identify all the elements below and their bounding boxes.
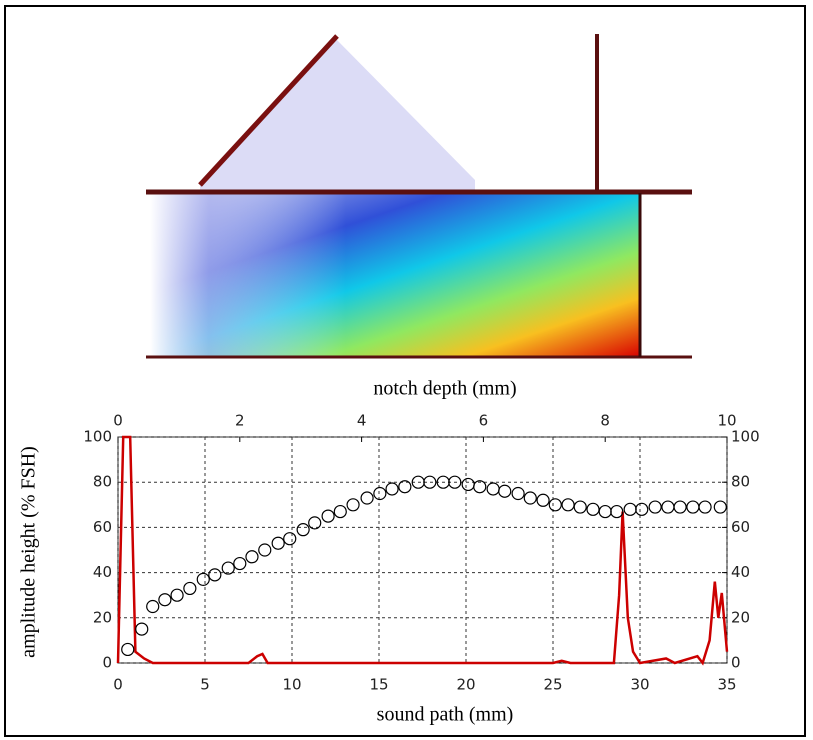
data-point [121,642,135,657]
x-tick-label: 30 [630,676,649,694]
top-tick-label: 6 [479,412,489,430]
data-point [473,480,487,494]
data-point [271,536,285,550]
signal-line [116,435,729,666]
data-point [346,498,360,512]
top-tick-label: 10 [717,412,736,430]
data-point [448,475,462,489]
data-point [233,556,247,571]
data-point [598,504,612,519]
y-tick-label: 20 [93,608,112,626]
data-point [321,509,335,523]
x-tick-label: 20 [456,676,475,694]
x-axis-label: sound path (mm) [377,704,514,726]
x-tick-label: 5 [200,676,210,694]
data-point [423,475,437,489]
data-point [308,516,322,530]
data-point [698,500,712,514]
wedge-beam [200,38,475,192]
y-tick-label: 40 [93,563,112,581]
data-point [661,500,675,514]
data-point [498,484,512,498]
data-point [283,532,297,546]
simulation-image [146,34,692,359]
data-point [158,593,172,607]
wedge-edge [198,34,339,187]
data-point [296,523,310,537]
data-point [573,500,587,514]
top-tick-label: 0 [113,412,123,430]
y2-tick-label: 0 [731,654,741,672]
y2-tick-label: 80 [731,473,750,491]
y-tick-label: 80 [93,473,112,491]
data-point [561,498,575,512]
data-point [183,581,197,596]
data-point [208,568,222,582]
data-point [648,500,662,514]
data-point [333,504,347,519]
data-point [623,502,637,516]
y-tick-label: 0 [102,654,112,672]
data-point [713,500,727,514]
x-tick-label: 0 [113,676,123,694]
top-tick-label: 8 [600,412,610,430]
top-axis-label: notch depth (mm) [373,378,516,400]
data-point [385,482,399,496]
y-tick-label: 60 [93,518,112,536]
data-point [170,588,184,602]
x-tick-label: 15 [369,676,388,694]
frame [4,5,806,737]
y2-tick-label: 60 [731,518,750,536]
data-point [511,486,525,501]
y2-tick-label: 100 [731,428,760,446]
x-tick-label: 25 [543,676,562,694]
data-point [245,550,259,564]
data-point [523,491,537,505]
data-point [635,502,649,516]
data-point [461,477,475,492]
data-point [486,482,500,496]
data-point [536,493,550,507]
x-tick-label: 10 [282,676,301,694]
top-tick-label: 4 [357,412,367,430]
data-point [146,599,160,614]
data-point [686,500,700,514]
data-point [221,561,235,575]
data-point [258,543,272,557]
data-point [135,622,149,636]
y2-tick-label: 20 [731,608,750,626]
x-tick-label: 35 [717,676,736,694]
data-point [610,504,624,519]
top-tick-label: 2 [235,412,245,430]
data-point [586,502,600,516]
data-point [196,572,210,586]
plot-frame [117,436,728,664]
data-point [373,486,387,501]
data-point [548,498,562,512]
y-tick-label: 100 [83,428,112,446]
data-point [673,500,687,514]
y2-tick-label: 40 [731,563,750,581]
data-point [360,491,374,505]
data-point [398,480,412,494]
y-axis-label: amplitude height (% FSH) [18,446,40,658]
specimen-fade [150,193,640,357]
